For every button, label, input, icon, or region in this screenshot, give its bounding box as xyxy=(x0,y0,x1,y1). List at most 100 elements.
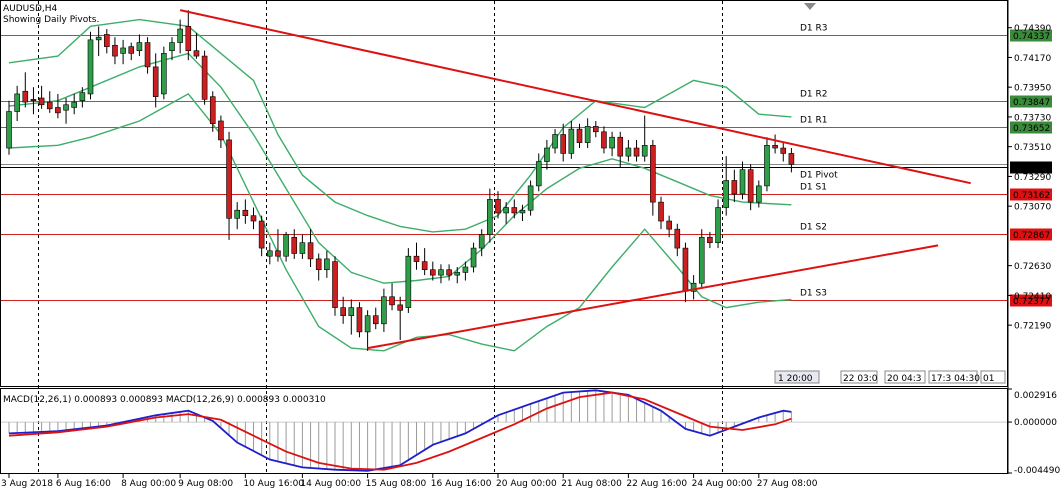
pivot-name-label: D1 S2 xyxy=(800,223,827,233)
price-axis-label: 0.74390 xyxy=(1014,24,1051,34)
price-axis-label: 0.73730 xyxy=(1014,113,1051,123)
candle-body xyxy=(413,255,420,262)
candle-body xyxy=(617,136,624,157)
candle-body xyxy=(527,185,534,211)
candle-body xyxy=(120,47,126,54)
candle-body xyxy=(315,258,322,271)
candle-body xyxy=(650,145,656,203)
scroll-marker-3[interactable]: 20 04:3 xyxy=(887,374,922,384)
scroll-marker-box xyxy=(980,370,1006,384)
candle-body xyxy=(185,26,192,51)
candle-body xyxy=(63,104,69,111)
macd-signal-line xyxy=(8,391,792,471)
time-axis-label: 16 Aug 16:00 xyxy=(431,479,492,489)
time-axis-label: 21 Aug 08:00 xyxy=(561,479,622,489)
pivot-price-tag-text: 0.74337 xyxy=(1013,32,1050,42)
pivot-lines xyxy=(1,35,1007,301)
price-axis: 0.74390 0.74170 0.73950 0.73730 0.73510 0.732… xyxy=(1008,24,1051,332)
macd-main-line xyxy=(8,389,792,472)
candle-body xyxy=(478,234,485,249)
candle-body xyxy=(747,169,754,203)
candle-body xyxy=(389,296,395,306)
candle-body xyxy=(755,185,762,203)
pivot-price-tag xyxy=(1010,228,1052,241)
scroll-marker-5[interactable]: 01 xyxy=(983,374,994,384)
candle-body xyxy=(438,269,444,276)
pivot-price-tag-text: 0.73652 xyxy=(1013,124,1050,134)
pivot-price-tag xyxy=(1010,294,1052,307)
candle-body xyxy=(723,180,730,208)
candle-body xyxy=(283,234,289,257)
candle-body xyxy=(625,147,632,157)
candle-body xyxy=(30,99,37,102)
pivot-price-tag xyxy=(1010,161,1052,174)
candle-body xyxy=(209,96,216,124)
candle-body xyxy=(169,42,175,51)
scroll-marker-1[interactable]: 1 20:00 xyxy=(778,374,813,384)
candle-body xyxy=(201,55,208,100)
candle-body xyxy=(193,50,200,57)
candle-body xyxy=(79,92,86,102)
candle-body xyxy=(266,250,273,257)
collapse-triangle-icon[interactable] xyxy=(804,3,816,10)
candle-body xyxy=(487,199,493,235)
price-axis-label: 0.72630 xyxy=(1014,262,1051,272)
candle-body xyxy=(552,134,558,149)
pivot-name-label: D1 Pivot xyxy=(800,171,838,181)
candle-body xyxy=(731,180,738,195)
price-axis-label: 0.73290 xyxy=(1014,173,1051,183)
candle-body xyxy=(666,220,672,230)
time-axis-label: 27 Aug 08:00 xyxy=(757,479,818,489)
scroll-marker-4[interactable]: 17:3 04:30 xyxy=(931,374,980,384)
candle-body xyxy=(454,272,461,276)
candle-body xyxy=(560,134,567,154)
candle-body xyxy=(446,269,452,276)
candle-body xyxy=(234,209,240,219)
time-axis-label: 10 Aug 16:00 xyxy=(243,479,304,489)
pivot-name-label: D1 R3 xyxy=(800,24,828,34)
price-axis-label: 0.72190 xyxy=(1014,322,1051,332)
candle-body xyxy=(177,28,183,43)
time-axis-label: 22 Aug 16:00 xyxy=(626,479,687,489)
scroll-marker-box xyxy=(774,370,820,384)
candle-body xyxy=(641,145,648,157)
candle-body xyxy=(324,258,330,271)
candle-body xyxy=(275,250,281,257)
candle-body xyxy=(307,242,314,260)
candle-body xyxy=(788,153,795,165)
pivot-price-tag-text: 0.73847 xyxy=(1013,98,1050,108)
candle-body xyxy=(136,42,143,51)
candle-body xyxy=(242,209,249,216)
candle-body xyxy=(503,207,509,214)
trendlines[interactable] xyxy=(179,9,971,350)
pivot-price-tag-text: 0.72867 xyxy=(1013,231,1050,241)
candle-body xyxy=(332,261,338,308)
candle-body xyxy=(340,307,346,316)
candle-body xyxy=(601,131,607,149)
candle-body xyxy=(372,315,379,325)
candle-body xyxy=(495,199,501,214)
candle-body xyxy=(348,307,355,316)
candle-body xyxy=(405,255,412,308)
scroll-markers[interactable]: 1 20:00 22 03:0 20 04:3 17:3 04:30 01 xyxy=(774,370,1006,384)
candlestick-series xyxy=(6,10,795,351)
candle-body xyxy=(592,126,599,133)
trendline[interactable] xyxy=(367,244,939,350)
pivot-price-tag-text: 0.73162 xyxy=(1013,191,1050,201)
pivot-name-label: D1 S1 xyxy=(800,183,827,193)
candle-body xyxy=(707,236,713,243)
candle-body xyxy=(22,90,29,103)
price-axis-label: 0.72410 xyxy=(1014,292,1051,302)
scroll-marker-box xyxy=(884,370,926,384)
scroll-marker-2[interactable]: 22 03:0 xyxy=(843,374,878,384)
time-axis-label: 24 Aug 00:00 xyxy=(692,479,753,489)
candle-body xyxy=(104,34,110,47)
candle-body xyxy=(218,120,224,141)
bollinger-upper-band xyxy=(8,18,792,233)
trendline[interactable] xyxy=(179,9,971,185)
candle-body xyxy=(535,161,542,187)
candle-body xyxy=(55,107,61,114)
candle-body xyxy=(128,46,135,54)
pivot-price-tag-text: 0.72377 xyxy=(1013,297,1050,307)
